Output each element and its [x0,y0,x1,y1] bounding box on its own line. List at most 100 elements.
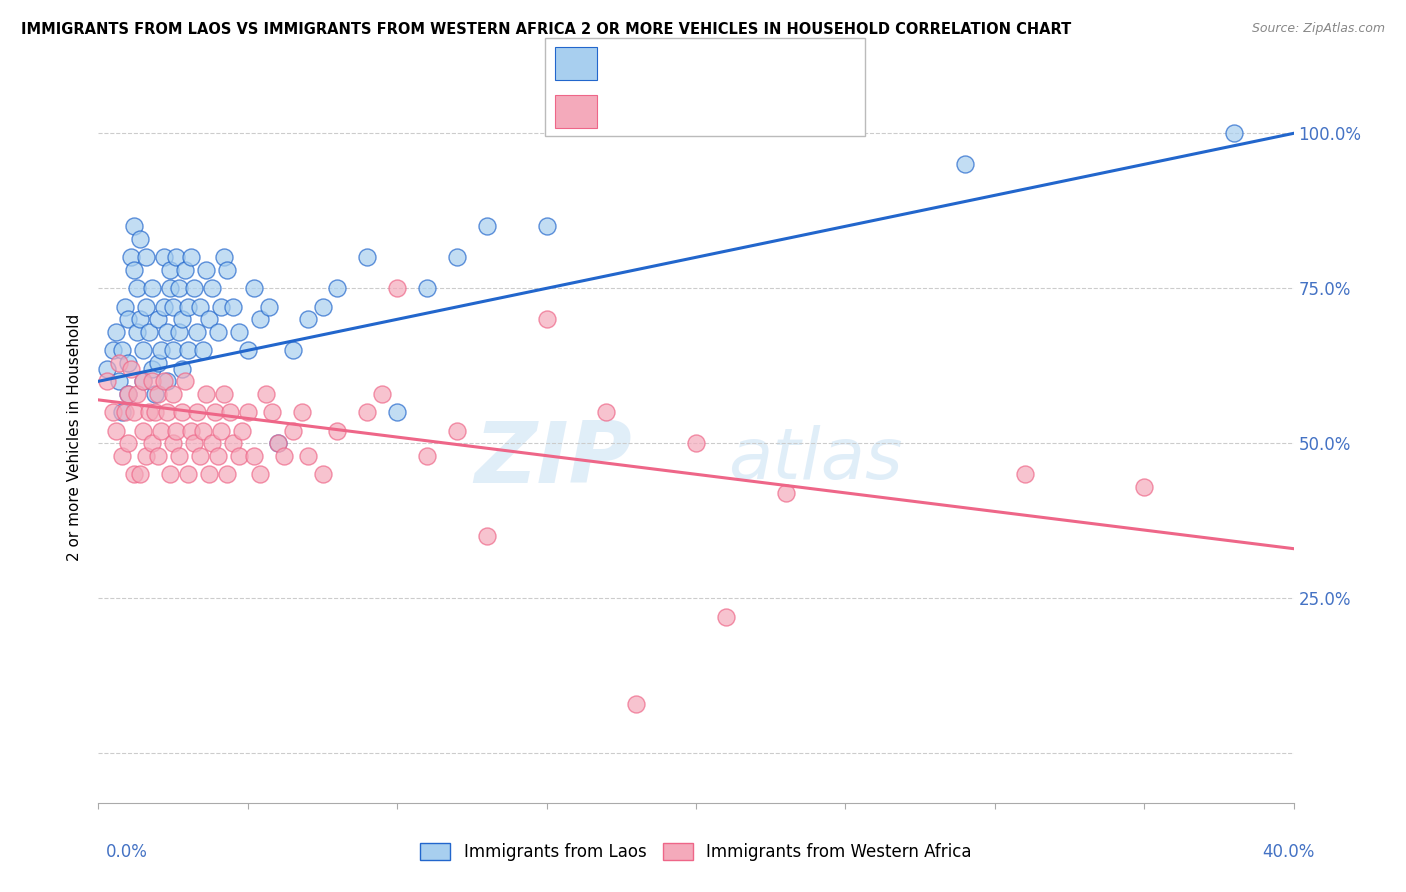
Point [204,405,226,419]
FancyBboxPatch shape [554,95,598,128]
Point [198,312,221,326]
Point [212,250,235,264]
Point [201,281,224,295]
Point [183,436,205,450]
Point [416,449,439,463]
Text: ZIP: ZIP [474,417,631,500]
Point [148,356,170,370]
Point [475,529,498,543]
Point [198,467,221,482]
Point [685,436,707,450]
Point [156,374,179,388]
Point [236,343,259,358]
FancyBboxPatch shape [554,47,598,79]
Point [222,436,245,450]
Point [215,262,238,277]
Point [111,405,134,419]
Point [1014,467,1036,482]
Point [138,325,160,339]
Point [215,467,238,482]
Point [132,424,155,438]
Point [228,325,250,339]
Point [129,467,152,482]
Point [148,386,170,401]
Point [311,300,333,314]
Point [249,467,271,482]
Point [135,300,157,314]
Point [626,697,648,711]
Point [172,405,194,419]
Point [595,405,617,419]
Point [446,250,468,264]
Text: N =: N = [740,54,779,72]
Point [124,405,146,419]
Point [172,312,194,326]
Point [191,343,214,358]
Point [153,250,176,264]
Point [249,312,271,326]
Point [138,405,160,419]
Point [267,436,290,450]
Text: R =: R = [614,102,652,120]
Point [96,362,118,376]
Point [153,374,176,388]
Point [446,424,468,438]
Point [416,281,439,295]
Point [127,281,149,295]
Point [231,424,253,438]
Point [159,281,181,295]
Point [162,436,184,450]
Point [174,262,197,277]
Point [475,219,498,234]
Point [775,486,797,500]
Point [326,281,349,295]
Point [127,386,149,401]
Point [167,281,190,295]
Point [201,436,224,450]
Point [1133,480,1156,494]
Point [186,405,208,419]
Point [148,449,170,463]
Text: atlas: atlas [728,425,903,493]
Point [1223,126,1246,140]
Point [281,424,304,438]
Point [385,281,409,295]
Point [257,300,280,314]
Point [135,449,157,463]
Legend: Immigrants from Laos, Immigrants from Western Africa: Immigrants from Laos, Immigrants from We… [413,836,979,868]
Text: R =: R = [614,54,652,72]
Point [108,356,131,370]
Point [385,405,409,419]
Point [243,449,266,463]
Point [174,374,197,388]
Point [111,449,134,463]
Point [167,325,190,339]
Point [117,386,139,401]
Point [143,405,166,419]
Point [267,436,290,450]
Point [165,250,187,264]
Point [188,449,211,463]
Point [536,312,558,326]
Point [177,467,200,482]
Point [228,449,250,463]
Point [141,362,163,376]
Point [209,424,232,438]
Point [141,281,163,295]
Text: N =: N = [740,102,779,120]
Point [254,386,277,401]
FancyBboxPatch shape [544,37,865,136]
Point [159,467,181,482]
Point [177,343,200,358]
Point [536,219,558,234]
Point [273,449,295,463]
Point [124,262,146,277]
Point [120,362,142,376]
Point [260,405,283,419]
Point [212,386,235,401]
Point [153,300,176,314]
Point [124,219,146,234]
Point [191,424,214,438]
Text: 0.0%: 0.0% [105,843,148,861]
Point [236,405,259,419]
